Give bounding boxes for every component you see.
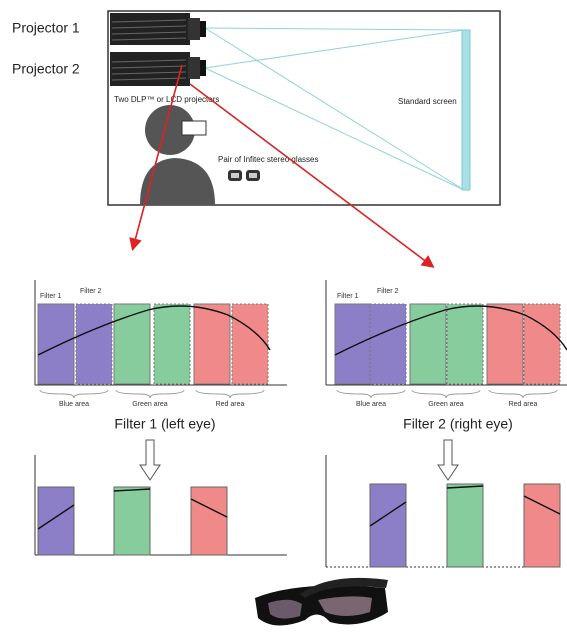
filter-band	[114, 304, 150, 384]
filter-label: Filter 1	[337, 293, 359, 300]
area-label: Green area	[428, 401, 464, 408]
filter-label: Filter 1	[40, 293, 62, 300]
filter-band	[194, 304, 230, 384]
filter-label: Filter 2	[80, 288, 102, 295]
filter-band	[76, 304, 112, 384]
screen-label: Standard screen	[398, 97, 457, 106]
area-brace	[489, 390, 557, 398]
area-brace	[116, 390, 184, 398]
projectors-caption: Two DLP™ or LCD projectors	[114, 95, 219, 104]
projector-label: Projector 1	[12, 20, 80, 36]
area-label: Blue area	[59, 401, 89, 408]
filter-band	[154, 304, 190, 384]
passed-band	[447, 484, 483, 567]
area-label: Red area	[509, 401, 538, 408]
area-brace	[40, 390, 108, 398]
filter-band	[335, 304, 371, 384]
filter-band	[524, 304, 560, 384]
panel-caption: Filter 2 (right eye)	[403, 416, 513, 432]
down-arrow	[438, 440, 458, 480]
area-label: Green area	[132, 401, 168, 408]
area-brace	[337, 390, 405, 398]
area-label: Red area	[216, 401, 245, 408]
passed-band	[370, 484, 406, 567]
down-arrow	[140, 440, 160, 480]
area-brace	[412, 390, 480, 398]
screen	[462, 30, 470, 190]
filter-band	[447, 304, 483, 384]
projector-label: Projector 2	[12, 61, 80, 77]
area-brace	[196, 390, 264, 398]
filter-label: Filter 2	[377, 288, 399, 295]
glasses-label: Pair of Infitec stereo glasses	[218, 155, 319, 164]
filter-band	[232, 304, 268, 384]
passed-band	[524, 484, 560, 567]
page: Projector 1 Projector 2 Two DLP™ or LCD …	[0, 0, 567, 639]
area-label: Blue area	[356, 401, 386, 408]
passed-band	[114, 487, 150, 555]
filter-band	[370, 304, 406, 384]
filter-band	[38, 304, 74, 384]
passed-band	[38, 487, 74, 555]
filter-band	[487, 304, 523, 384]
viewer-glasses	[182, 121, 206, 135]
panel-caption: Filter 1 (left eye)	[114, 416, 215, 432]
infitec-glasses	[255, 578, 388, 626]
passed-band	[191, 487, 227, 555]
